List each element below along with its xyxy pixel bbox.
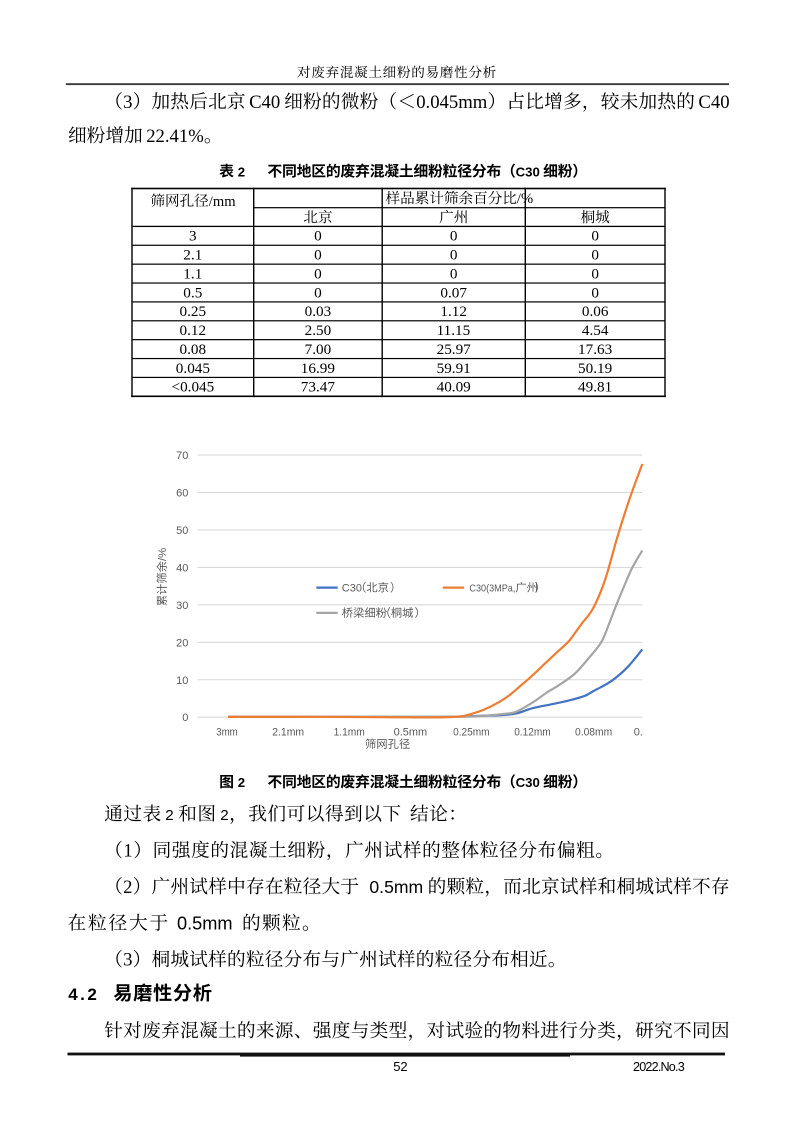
svg-text:20: 20: [176, 637, 188, 649]
svg-text:2: 2: [123, 877, 132, 898]
svg-text:17.63: 17.63: [578, 341, 612, 358]
svg-text:<0.045: <0.045: [172, 379, 215, 396]
svg-text:0.5: 0.5: [183, 284, 202, 301]
svg-text:0: 0: [450, 228, 458, 245]
svg-text:52: 52: [393, 1059, 407, 1074]
svg-text:0: 0: [450, 247, 458, 264]
svg-text:C30: C30: [342, 583, 362, 595]
svg-text:0: 0: [314, 265, 322, 282]
svg-text:C30(3MPa,: C30(3MPa,: [469, 584, 515, 595]
svg-text:2.50: 2.50: [305, 322, 332, 339]
svg-text:0.12: 0.12: [180, 322, 207, 339]
svg-text:1.12: 1.12: [440, 303, 467, 320]
svg-text:70: 70: [176, 450, 188, 462]
svg-text:7.00: 7.00: [305, 341, 332, 358]
svg-text:0.5mm: 0.5mm: [177, 913, 233, 933]
svg-text:3mm: 3mm: [216, 727, 238, 739]
svg-text:4.54: 4.54: [582, 322, 609, 339]
svg-text:1: 1: [123, 841, 132, 862]
svg-text:59.91: 59.91: [437, 360, 471, 377]
svg-text:1.1mm: 1.1mm: [334, 727, 365, 739]
svg-text:30: 30: [176, 600, 188, 612]
svg-text:3: 3: [123, 950, 132, 971]
svg-text:0: 0: [591, 265, 599, 282]
svg-text:0: 0: [314, 247, 322, 264]
svg-text:2: 2: [165, 807, 173, 824]
svg-text:4.2: 4.2: [68, 985, 99, 1004]
svg-text:/mm: /mm: [209, 194, 236, 210]
svg-text:0.12mm: 0.12mm: [514, 727, 551, 739]
svg-text:40: 40: [176, 562, 188, 574]
svg-text:1.1: 1.1: [183, 265, 202, 282]
svg-text:C30: C30: [516, 164, 540, 179]
svg-text:0: 0: [182, 712, 188, 724]
svg-text:73.47: 73.47: [301, 379, 336, 396]
svg-text:0.: 0.: [634, 727, 643, 739]
svg-text:0.08: 0.08: [180, 341, 207, 358]
svg-text:2: 2: [220, 807, 228, 824]
svg-text:0: 0: [314, 228, 322, 245]
svg-text:2.1mm: 2.1mm: [272, 727, 304, 739]
svg-text:0: 0: [591, 284, 599, 301]
svg-text:0.08mm: 0.08mm: [575, 727, 612, 739]
svg-text:22.41%: 22.41%: [146, 126, 204, 147]
svg-text:60: 60: [176, 488, 188, 500]
svg-text:40.09: 40.09: [437, 379, 471, 396]
svg-text:2: 2: [238, 164, 245, 179]
svg-text:0.25mm: 0.25mm: [453, 727, 490, 739]
svg-text:11.15: 11.15: [437, 322, 471, 339]
svg-text:0.06: 0.06: [582, 303, 609, 320]
svg-text:C40: C40: [698, 92, 729, 113]
svg-text:2.1: 2.1: [183, 247, 202, 264]
svg-text:0: 0: [314, 284, 322, 301]
svg-text:49.81: 49.81: [578, 379, 612, 396]
svg-text:0.07: 0.07: [440, 284, 467, 301]
svg-text:0.25: 0.25: [180, 303, 207, 320]
svg-text:10: 10: [176, 675, 188, 687]
svg-text:C30: C30: [516, 775, 540, 790]
svg-text:C40: C40: [249, 92, 280, 113]
svg-text:50: 50: [176, 525, 188, 537]
svg-text:16.99: 16.99: [301, 360, 335, 377]
svg-text:50.19: 50.19: [578, 360, 612, 377]
svg-text:3: 3: [123, 92, 132, 113]
svg-text:0.5mm: 0.5mm: [369, 877, 423, 897]
svg-text:2022.No.3: 2022.No.3: [633, 1060, 685, 1074]
svg-text:0.045: 0.045: [176, 360, 210, 377]
svg-text:0: 0: [450, 265, 458, 282]
svg-text:0: 0: [591, 228, 599, 245]
svg-text:0.045mm: 0.045mm: [416, 92, 488, 113]
svg-text:0.03: 0.03: [305, 303, 332, 320]
svg-text:0: 0: [591, 247, 599, 264]
svg-text:25.97: 25.97: [437, 341, 472, 358]
svg-text:/%: /%: [517, 191, 533, 207]
svg-text:/%: /%: [157, 548, 169, 561]
svg-text:0.5mm: 0.5mm: [394, 727, 428, 739]
svg-text:2: 2: [238, 775, 245, 790]
svg-text:3: 3: [189, 228, 197, 245]
